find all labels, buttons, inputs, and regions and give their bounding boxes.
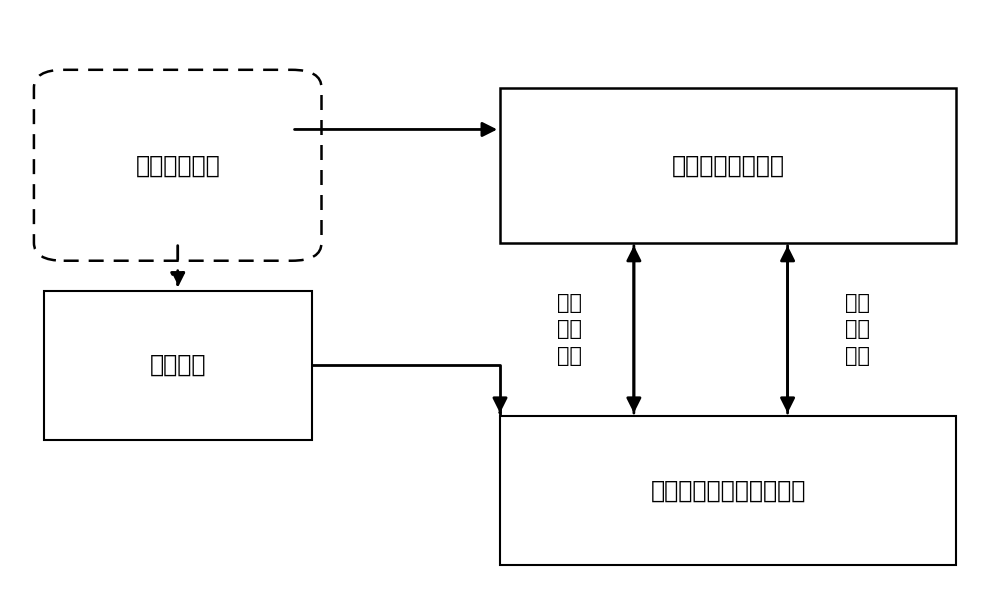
Text: 模拟
修复
参数: 模拟 修复 参数 (844, 293, 870, 366)
FancyBboxPatch shape (500, 416, 956, 565)
FancyBboxPatch shape (34, 70, 322, 261)
FancyBboxPatch shape (500, 88, 956, 243)
Text: 采集模块: 采集模块 (149, 353, 206, 377)
Text: 信号
分析
结果: 信号 分析 结果 (557, 293, 582, 366)
Text: 分类识别及后续修复模块: 分类识别及后续修复模块 (650, 479, 806, 502)
FancyBboxPatch shape (44, 290, 312, 440)
Text: 电缆附件故障: 电缆附件故障 (135, 153, 220, 177)
Text: 信号分析处理模块: 信号分析处理模块 (672, 153, 785, 177)
